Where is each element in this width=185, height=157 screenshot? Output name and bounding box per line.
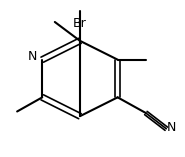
- Text: Br: Br: [73, 17, 87, 30]
- Text: N: N: [167, 121, 176, 134]
- Text: N: N: [28, 50, 38, 63]
